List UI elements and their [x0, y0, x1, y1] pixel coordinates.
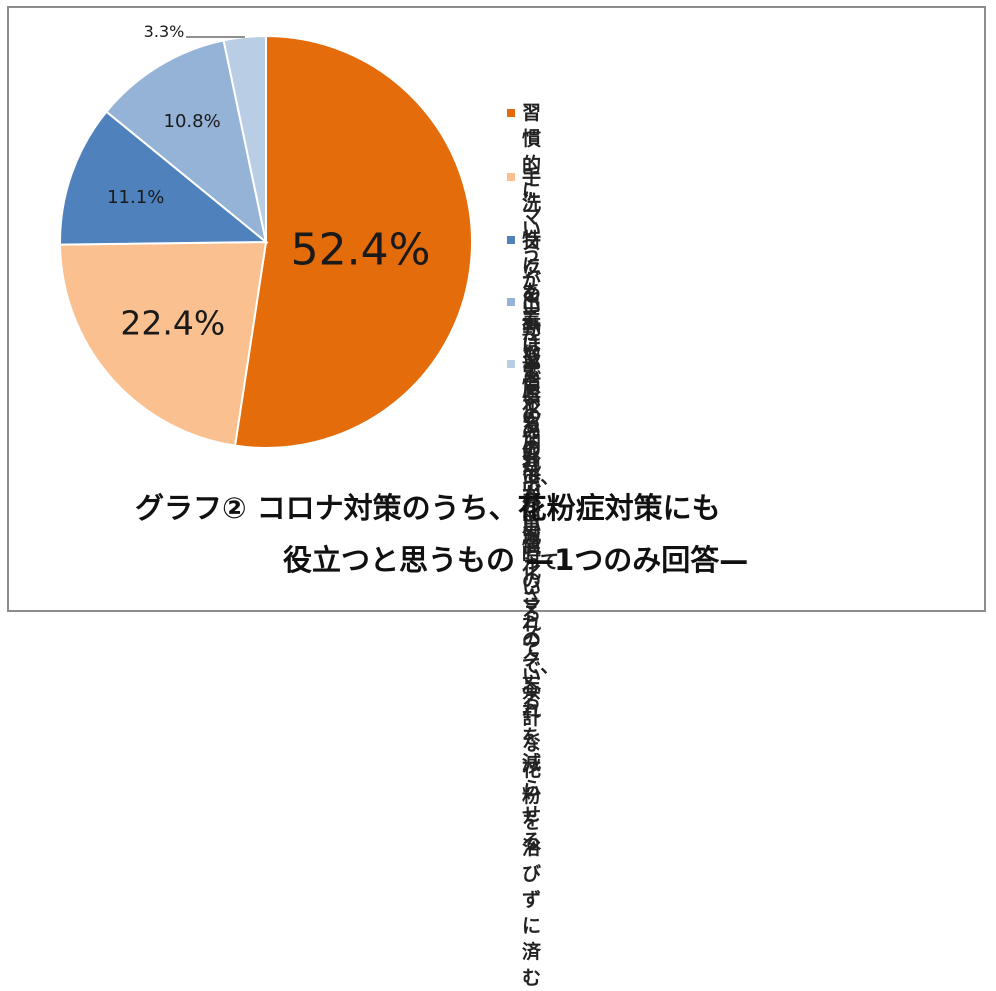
pie-chart: 52.4% 22.4% 11.1% 10.8% 3.3% — [59, 22, 473, 449]
legend-swatch-3 — [507, 298, 515, 306]
pie-slice-3 — [105, 39, 268, 245]
legend-label-2-line1: 特にあてはまるものはない — [522, 229, 542, 537]
data-label-3: 10.8% — [164, 111, 221, 132]
legend-label-4: 部屋の加湿が習慣化されている — [522, 351, 541, 715]
legend-label-3-line2: な花粉を浴びずに済む — [522, 733, 542, 989]
legend-label-2: 特にあてはまるものはない — [522, 227, 541, 539]
chart-title-line2: 役立つと思うもの —1つのみ回答— — [283, 543, 749, 577]
data-label-1: 22.4% — [120, 304, 225, 343]
legend-swatch-1 — [507, 173, 515, 181]
legend-label-0-line1: 習慣的にマスクを着けているので、外出時 — [522, 102, 560, 566]
data-label-2: 11.1% — [107, 187, 164, 208]
legend-label-1: 手洗いうがいが習慣化されている — [522, 164, 541, 554]
legend-label-1-line1: 手洗いうがいが習慣化されている — [522, 166, 542, 552]
pie-slice-1 — [59, 240, 268, 447]
legend-swatch-2 — [507, 236, 515, 244]
legend-swatch-0 — [507, 109, 515, 117]
legend-swatch-4 — [507, 360, 515, 368]
data-label-0: 52.4% — [291, 225, 431, 276]
chart-title-line1: グラフ② コロナ対策のうち、花粉症対策にも — [135, 491, 721, 525]
legend-label-4-line1: 部屋の加湿が習慣化されている — [522, 353, 542, 713]
pie-slice-0 — [233, 34, 473, 449]
data-label-4: 3.3% — [144, 22, 185, 41]
pie-slice-2 — [59, 110, 269, 246]
